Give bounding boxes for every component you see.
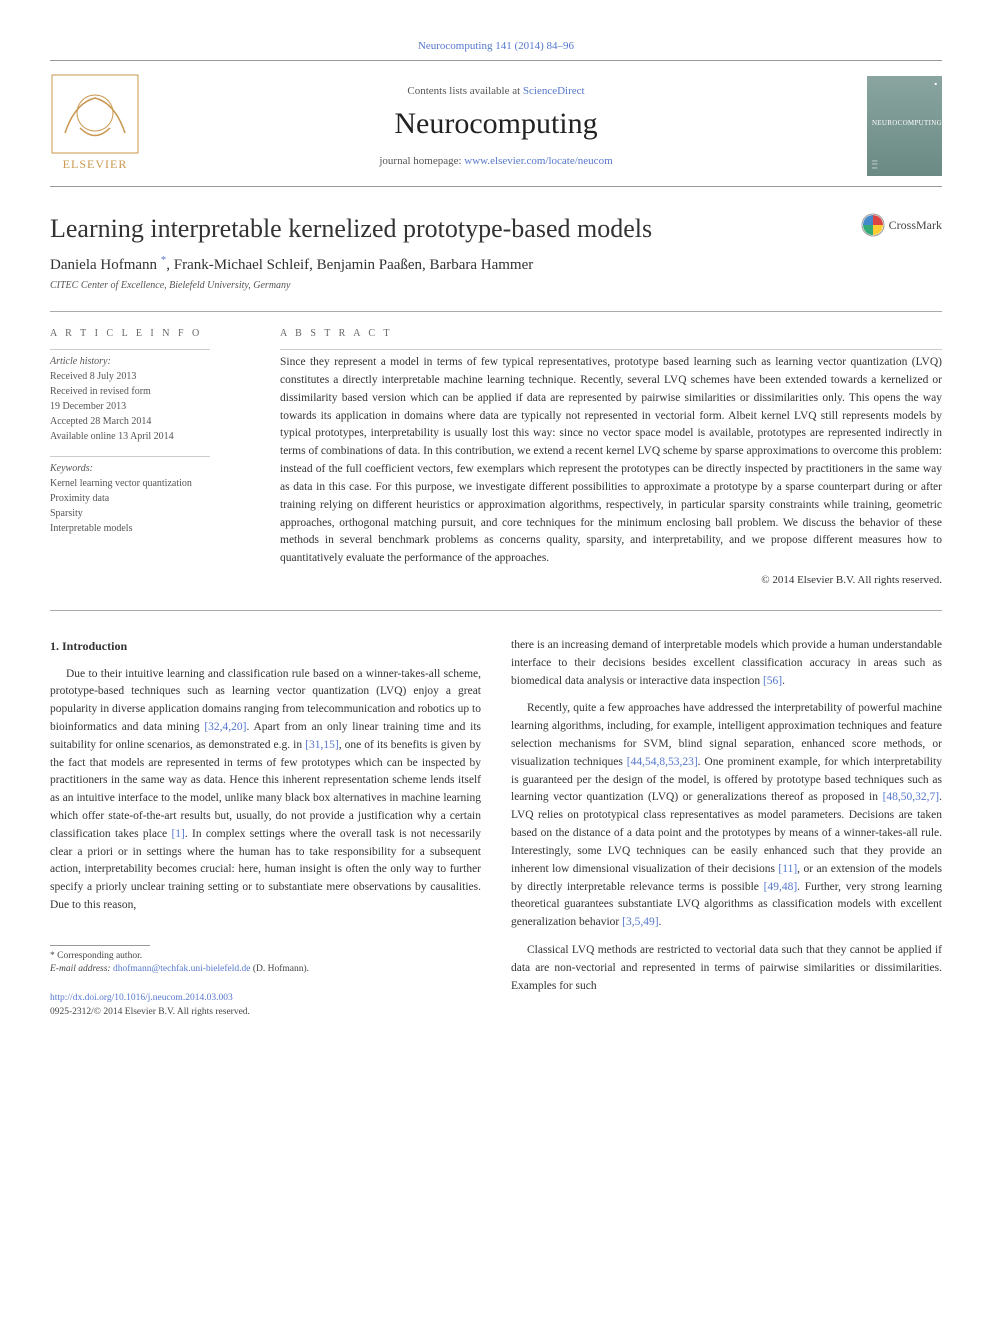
history-line: 19 December 2013 <box>50 399 250 414</box>
citation-link[interactable]: [1] <box>171 828 184 840</box>
article-history: Article history: Received 8 July 2013 Re… <box>50 354 250 444</box>
body: 1. Introduction Due to their intuitive l… <box>50 637 942 1020</box>
history-line: Received in revised form <box>50 384 250 399</box>
svg-text:ELSEVIER: ELSEVIER <box>63 157 128 171</box>
body-col-right: there is an increasing demand of interpr… <box>511 637 942 1020</box>
affiliation: CITEC Center of Excellence, Bielefeld Un… <box>50 280 942 291</box>
abstract: A B S T R A C T Since they represent a m… <box>280 328 942 586</box>
crossmark-icon <box>861 213 885 237</box>
section-heading: 1. Introduction <box>50 637 481 656</box>
citation-link[interactable]: [3,5,49] <box>622 916 658 928</box>
citation-link[interactable]: [44,54,8,53,23] <box>627 756 698 768</box>
contents-line: Contents lists available at ScienceDirec… <box>150 85 842 97</box>
footnote-block: * Corresponding author. E-mail address: … <box>50 950 481 977</box>
keywords-label: Keywords: <box>50 461 250 476</box>
article-info-label: A R T I C L E I N F O <box>50 328 250 339</box>
homepage-link[interactable]: www.elsevier.com/locate/neucom <box>464 155 612 167</box>
homepage-line: journal homepage: www.elsevier.com/locat… <box>150 155 842 167</box>
citation-link[interactable]: [48,50,32,7] <box>883 791 940 803</box>
keyword: Interpretable models <box>50 521 250 536</box>
citation-link[interactable]: [32,4,20] <box>204 721 246 733</box>
body-text: . <box>782 675 785 687</box>
rule-mid2 <box>50 610 942 611</box>
cover-title: NEUROCOMPUTING <box>872 119 937 127</box>
keyword: Sparsity <box>50 506 250 521</box>
email-label: E-mail address: <box>50 964 113 974</box>
email-link[interactable]: dhofmann@techfak.uni-bielefeld.de <box>113 964 250 974</box>
doi-link[interactable]: http://dx.doi.org/10.1016/j.neucom.2014.… <box>50 993 233 1003</box>
article-title: Learning interpretable kernelized protot… <box>50 213 861 244</box>
history-line: Received 8 July 2013 <box>50 369 250 384</box>
author-first: Daniela Hofmann <box>50 257 161 273</box>
email-name: (D. Hofmann). <box>250 964 309 974</box>
masthead-center: Contents lists available at ScienceDirec… <box>150 85 842 167</box>
contents-prefix: Contents lists available at <box>407 85 522 97</box>
email-line: E-mail address: dhofmann@techfak.uni-bie… <box>50 963 481 976</box>
body-col-left: 1. Introduction Due to their intuitive l… <box>50 637 481 1020</box>
body-paragraph: Recently, quite a few approaches have ad… <box>511 700 942 932</box>
abstract-label: A B S T R A C T <box>280 328 942 339</box>
footnote-rule <box>50 945 150 946</box>
crossmark-label: CrossMark <box>889 218 942 233</box>
journal-cover: ■ NEUROCOMPUTING ━━━━━━━━━ <box>867 76 942 176</box>
abstract-text: Since they represent a model in terms of… <box>280 354 942 568</box>
history-line: Available online 13 April 2014 <box>50 429 250 444</box>
body-paragraph: there is an increasing demand of interpr… <box>511 637 942 690</box>
crossmark-badge[interactable]: CrossMark <box>861 213 942 237</box>
info-rule-2 <box>50 456 210 457</box>
header-citation: Neurocomputing 141 (2014) 84–96 <box>50 40 942 52</box>
keywords: Keywords: Kernel learning vector quantiz… <box>50 461 250 536</box>
citation-link[interactable]: Neurocomputing 141 (2014) 84–96 <box>418 40 574 52</box>
issn-line: 0925-2312/© 2014 Elsevier B.V. All right… <box>50 1005 481 1020</box>
keyword: Kernel learning vector quantization <box>50 476 250 491</box>
authors: Daniela Hofmann *, Frank-Michael Schleif… <box>50 254 942 274</box>
citation-link[interactable]: [31,15] <box>305 739 339 751</box>
body-paragraph: Due to their intuitive learning and clas… <box>50 666 481 915</box>
keyword: Proximity data <box>50 491 250 506</box>
cover-slot: ■ NEUROCOMPUTING ━━━━━━━━━ <box>842 76 942 176</box>
rule-bottom <box>50 186 942 187</box>
history-line: Accepted 28 March 2014 <box>50 414 250 429</box>
masthead: ELSEVIER Contents lists available at Sci… <box>50 67 942 180</box>
publisher-logo-slot: ELSEVIER <box>50 73 150 178</box>
body-text: there is an increasing demand of interpr… <box>511 639 942 687</box>
body-text: . <box>659 916 662 928</box>
citation-link[interactable]: [49,48] <box>764 881 798 893</box>
body-text: , one of its benefits is given by the fa… <box>50 739 481 840</box>
body-text: . In complex settings where the overall … <box>50 828 481 911</box>
rule-top <box>50 60 942 61</box>
body-paragraph: Classical LVQ methods are restricted to … <box>511 942 942 995</box>
doi-block: http://dx.doi.org/10.1016/j.neucom.2014.… <box>50 991 481 1020</box>
history-label: Article history: <box>50 354 250 369</box>
citation-link[interactable]: [11] <box>778 863 797 875</box>
elsevier-logo: ELSEVIER <box>50 73 140 173</box>
abstract-rule <box>280 349 942 350</box>
abstract-copyright: © 2014 Elsevier B.V. All rights reserved… <box>280 574 942 586</box>
sciencedirect-link[interactable]: ScienceDirect <box>523 85 585 97</box>
authors-rest: , Frank-Michael Schleif, Benjamin Paaßen… <box>166 257 533 273</box>
homepage-prefix: journal homepage: <box>379 155 464 167</box>
info-rule-1 <box>50 349 210 350</box>
corr-author-note: * Corresponding author. <box>50 950 481 963</box>
journal-name: Neurocomputing <box>150 107 842 141</box>
citation-link[interactable]: [56] <box>763 675 782 687</box>
article-info: A R T I C L E I N F O Article history: R… <box>50 328 250 586</box>
rule-mid <box>50 311 942 312</box>
